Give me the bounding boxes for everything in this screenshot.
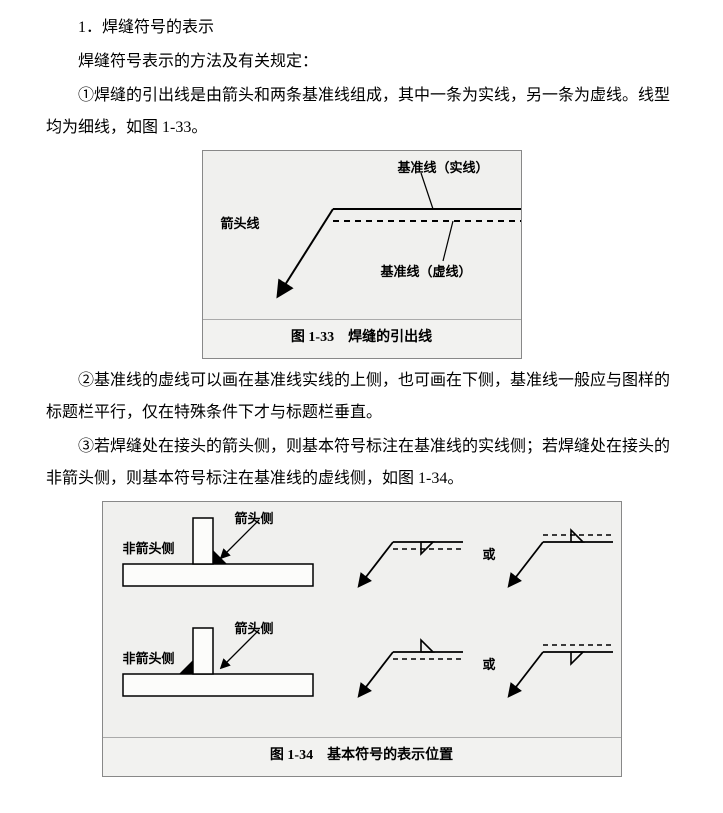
label-arrow-line: 箭头线 xyxy=(221,211,260,237)
para-1: ①焊缝的引出线是由箭头和两条基准线组成，其中一条为实线，另一条为虚线。线型均为细… xyxy=(46,80,677,144)
figure-1-33-wrap: 基准线（实线） 箭头线 基准线（虚线） 图 1-33 焊缝的引出线 xyxy=(46,150,677,359)
figure-1-34: 非箭头侧 箭头侧 或 非箭头侧 箭头侧 或 图 1-34 基本符号的表示位置 xyxy=(102,501,622,777)
label-non-arrow-side-bot: 非箭头侧 xyxy=(123,646,175,672)
figure-1-34-caption: 图 1-34 基本符号的表示位置 xyxy=(103,737,621,776)
label-non-arrow-side-top: 非箭头侧 xyxy=(123,536,175,562)
label-or-bot: 或 xyxy=(483,652,496,678)
label-arrow-side-top: 箭头侧 xyxy=(235,506,274,532)
intro-para: 焊缝符号表示的方法及有关规定： xyxy=(46,46,677,78)
figure-1-34-svg xyxy=(103,502,623,737)
para-3: ③若焊缝处在接头的箭头侧，则基本符号标注在基准线的实线侧；若焊缝处在接头的非箭头… xyxy=(46,431,677,495)
label-ref-solid: 基准线（实线） xyxy=(398,155,489,181)
figure-1-33-caption: 图 1-33 焊缝的引出线 xyxy=(203,319,521,358)
label-or-top: 或 xyxy=(483,542,496,568)
section-heading: 1．焊缝符号的表示 xyxy=(46,12,677,44)
figure-1-33: 基准线（实线） 箭头线 基准线（虚线） 图 1-33 焊缝的引出线 xyxy=(202,150,522,359)
figure-1-34-wrap: 非箭头侧 箭头侧 或 非箭头侧 箭头侧 或 图 1-34 基本符号的表示位置 xyxy=(46,501,677,777)
label-ref-dashed: 基准线（虚线） xyxy=(381,259,472,285)
para-2: ②基准线的虚线可以画在基准线实线的上侧，也可画在下侧，基准线一般应与图样的标题栏… xyxy=(46,365,677,429)
label-arrow-side-bot: 箭头侧 xyxy=(235,616,274,642)
